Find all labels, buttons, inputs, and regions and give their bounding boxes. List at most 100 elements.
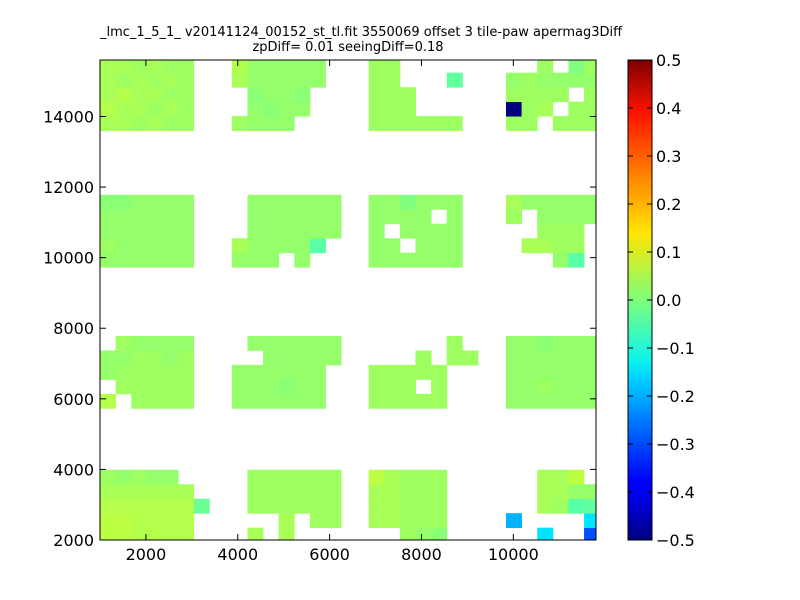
heatmap-cell [309, 60, 326, 74]
heatmap-cell [131, 498, 148, 514]
heatmap-cell [294, 350, 311, 366]
heatmap-cell [115, 72, 132, 88]
heatmap-cell [294, 498, 311, 514]
heatmap-cell [247, 238, 264, 254]
heatmap-cell [178, 223, 195, 239]
heatmap-cell [278, 336, 295, 351]
heatmap-cell [505, 393, 522, 409]
heatmap-cell [552, 72, 569, 88]
heatmap-cell [278, 484, 295, 500]
heatmap-cell [415, 527, 432, 541]
heatmap-cell [399, 498, 416, 514]
colorbar-tick-label: −0.1 [656, 339, 695, 358]
heatmap-cell [309, 72, 326, 88]
heatmap-cell [368, 252, 385, 268]
heatmap-cell [431, 379, 448, 395]
heatmap-cell [399, 223, 416, 239]
heatmap-cell [278, 379, 295, 395]
heatmap-cell [178, 498, 195, 514]
heatmap-cell [278, 513, 295, 529]
heatmap-cell [399, 513, 416, 529]
heatmap-cell [100, 498, 117, 514]
heatmap-cell [247, 527, 264, 541]
heatmap-cell [505, 513, 522, 529]
heatmap-cell [399, 469, 416, 485]
heatmap-cell [384, 469, 401, 485]
heatmap-cell [100, 350, 117, 366]
heatmap-cell [552, 393, 569, 409]
heatmap-cell [115, 87, 132, 103]
heatmap-cell [278, 116, 295, 131]
heatmap-cell [178, 364, 195, 380]
heatmap-cell [162, 223, 179, 239]
heatmap-cell [178, 379, 195, 395]
heatmap-cell [309, 336, 326, 351]
heatmap-cell [309, 223, 326, 239]
x-tick-label: 2000 [126, 545, 167, 564]
heatmap-cell [384, 87, 401, 103]
heatmap-cell [325, 223, 342, 239]
colorbar-tick-label: −0.4 [656, 483, 695, 502]
heatmap-cell [584, 379, 597, 395]
heatmap-cell [162, 364, 179, 380]
heatmap-cell [505, 379, 522, 395]
colorbar-tick-label: −0.2 [656, 387, 695, 406]
heatmap-cell [162, 252, 179, 268]
heatmap-cell [415, 350, 432, 366]
heatmap-cell [384, 498, 401, 514]
heatmap-cell [415, 364, 432, 380]
heatmap-cell [399, 101, 416, 117]
heatmap-cell [505, 87, 522, 103]
heatmap-cell [552, 379, 569, 395]
heatmap-cell [446, 116, 463, 131]
heatmap-cell [115, 194, 132, 210]
heatmap-cell [162, 209, 179, 225]
heatmap-cell [384, 513, 401, 529]
heatmap-cell [399, 87, 416, 103]
heatmap-cell [446, 72, 463, 88]
heatmap-cell [309, 194, 326, 210]
heatmap-cell [521, 336, 538, 351]
heatmap-cell [568, 101, 585, 117]
heatmap-cell [309, 498, 326, 514]
heatmap-cell [368, 101, 385, 117]
heatmap-cell [263, 484, 280, 500]
heatmap-cell [115, 116, 132, 131]
heatmap-cell [146, 527, 163, 541]
heatmap-cells [100, 60, 597, 541]
heatmap-cell [278, 209, 295, 225]
heatmap-cell [294, 194, 311, 210]
colorbar-tick-label: 0.5 [656, 51, 681, 70]
heatmap-cell [100, 469, 117, 485]
colorbar-tick-label: 0.4 [656, 99, 681, 118]
heatmap-cell [131, 469, 148, 485]
heatmap-cell [368, 379, 385, 395]
heatmap-cell [462, 350, 479, 366]
heatmap-cell [415, 194, 432, 210]
heatmap-cell [399, 527, 416, 541]
heatmap-cell [131, 527, 148, 541]
heatmap-cell [584, 364, 597, 380]
heatmap-cell [100, 484, 117, 500]
heatmap-cell [263, 252, 280, 268]
heatmap-cell [537, 72, 554, 88]
heatmap-cell [247, 379, 264, 395]
heatmap-cell [100, 527, 117, 541]
heatmap-cell [278, 72, 295, 88]
heatmap-cell [146, 393, 163, 409]
heatmap-cell [384, 116, 401, 131]
heatmap-cell [537, 379, 554, 395]
heatmap-cell [146, 336, 163, 351]
heatmap-cell [568, 393, 585, 409]
heatmap-cell [178, 116, 195, 131]
heatmap-cell [399, 484, 416, 500]
heatmap-cell [100, 194, 117, 210]
heatmap-cell [178, 484, 195, 500]
y-tick-label: 8000 [53, 319, 94, 338]
chart-title: _lmc_1_5_1_ v20141124_00152_st_tl.fit 35… [100, 25, 623, 40]
heatmap-cell [552, 238, 569, 254]
heatmap-cell [278, 498, 295, 514]
heatmap-cell [537, 87, 554, 103]
x-tick-label: 10000 [488, 545, 539, 564]
